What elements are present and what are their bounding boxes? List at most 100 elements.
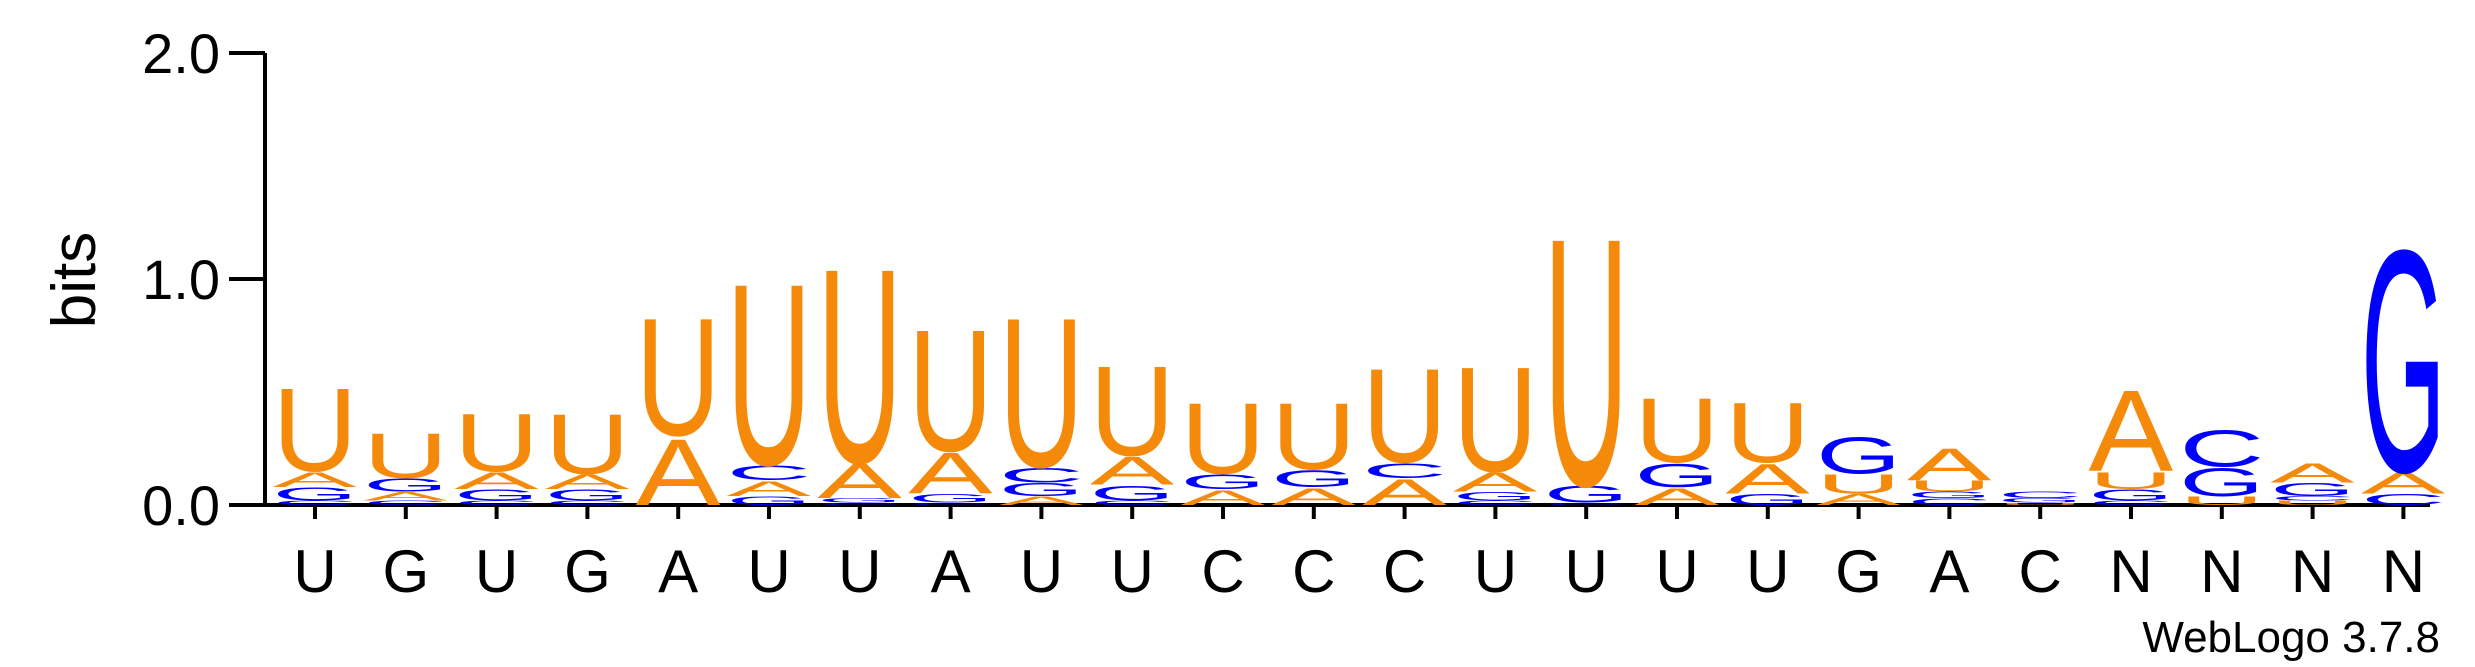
letter-C: C xyxy=(2179,420,2264,478)
letter-C: C xyxy=(273,500,358,507)
letter-G: G xyxy=(1635,457,1720,494)
x-position-label: U xyxy=(1565,538,1608,605)
letter-U: U xyxy=(1816,469,1901,500)
letter-C: C xyxy=(1907,497,1992,507)
letter-G: G xyxy=(2361,185,2446,539)
letter-G: G xyxy=(2270,479,2355,500)
stack-position-22: UGC xyxy=(2179,420,2264,507)
letter-C: C xyxy=(1362,458,1447,482)
x-position-label: C xyxy=(1201,538,1244,605)
x-position-label: G xyxy=(1835,538,1882,605)
letter-U: U xyxy=(1635,380,1720,482)
x-position-label: A xyxy=(1929,538,1969,605)
letter-U: U xyxy=(2089,467,2174,494)
y-axis-ticks: 0.0 1.0 2.0 xyxy=(142,22,265,537)
stack-position-11: AGU xyxy=(1181,383,1266,509)
letter-U: U xyxy=(273,364,358,497)
letter-A: A xyxy=(1181,486,1266,510)
x-position-label: C xyxy=(1292,538,1335,605)
letter-U: U xyxy=(1271,383,1356,489)
letter-U: U xyxy=(2270,500,2355,507)
letter-C: C xyxy=(545,500,630,507)
y-tick-label: 1.0 xyxy=(142,248,220,311)
letter-C: C xyxy=(454,500,539,507)
letter-G: G xyxy=(1453,490,1538,504)
letter-A: A xyxy=(273,468,358,492)
x-position-label: N xyxy=(2382,538,2425,605)
letter-C: C xyxy=(908,502,993,505)
letter-U: U xyxy=(727,230,812,520)
letter-U: U xyxy=(1725,385,1810,481)
stack-position-12: AGU xyxy=(1271,383,1356,510)
letter-G: G xyxy=(2179,461,2264,505)
letter-C: C xyxy=(999,463,1084,487)
x-position-label: C xyxy=(2019,538,2062,605)
letter-G: G xyxy=(1725,491,1810,508)
x-position-label: U xyxy=(293,538,336,605)
letter-U: U xyxy=(545,396,630,492)
letter-A: A xyxy=(1725,455,1810,503)
stack-position-24: CAG xyxy=(2361,185,2446,539)
letter-A: A xyxy=(1090,449,1175,493)
letter-G: G xyxy=(273,484,358,505)
letter-A: A xyxy=(727,477,812,501)
letter-U: U xyxy=(363,420,448,492)
x-position-label: C xyxy=(1383,538,1426,605)
letter-G: G xyxy=(454,487,539,504)
stack-position-15: CGU xyxy=(1544,164,1629,560)
letter-U: U xyxy=(454,396,539,489)
letter-U: U xyxy=(1998,502,2083,505)
letter-A: A xyxy=(2270,458,2356,489)
letter-A: A xyxy=(817,455,902,509)
x-position-label: N xyxy=(2109,538,2152,605)
letter-C: C xyxy=(363,500,448,507)
letter-U: U xyxy=(908,294,993,488)
letter-G: G xyxy=(1544,481,1629,508)
letter-A: A xyxy=(545,470,630,494)
letter-U: U xyxy=(999,273,1084,512)
x-position-label: N xyxy=(2291,538,2334,605)
letter-G: G xyxy=(545,487,630,504)
x-position-label: A xyxy=(931,538,971,605)
x-position-label: U xyxy=(838,538,881,605)
y-axis-label: bits xyxy=(40,232,109,328)
letter-A: A xyxy=(1816,491,1902,508)
y-tick-label: 2.0 xyxy=(142,22,220,85)
x-position-label: U xyxy=(475,538,518,605)
letter-C: C xyxy=(1090,500,1175,507)
x-position-label: G xyxy=(564,538,611,605)
x-position-label: U xyxy=(1655,538,1698,605)
stack-position-18: AUG xyxy=(1816,427,1902,508)
letter-G: G xyxy=(1907,490,1992,500)
x-position-label: U xyxy=(747,538,790,605)
letter-G: G xyxy=(999,479,1084,500)
letter-U: U xyxy=(1453,335,1538,503)
letter-C: C xyxy=(727,461,812,485)
letter-U: U xyxy=(1362,341,1447,491)
letter-G: G xyxy=(363,475,448,496)
letter-A: A xyxy=(363,490,448,504)
x-position-label: G xyxy=(382,538,429,605)
letter-U: U xyxy=(1090,341,1175,484)
x-position-label: U xyxy=(1111,538,1154,605)
letter-C: C xyxy=(2361,491,2446,508)
letter-C: C xyxy=(1453,500,1538,507)
letter-U: U xyxy=(817,212,902,522)
x-position-label: N xyxy=(2200,538,2243,605)
y-tick-label: 0.0 xyxy=(142,474,220,537)
letter-A: A xyxy=(2089,366,2174,496)
